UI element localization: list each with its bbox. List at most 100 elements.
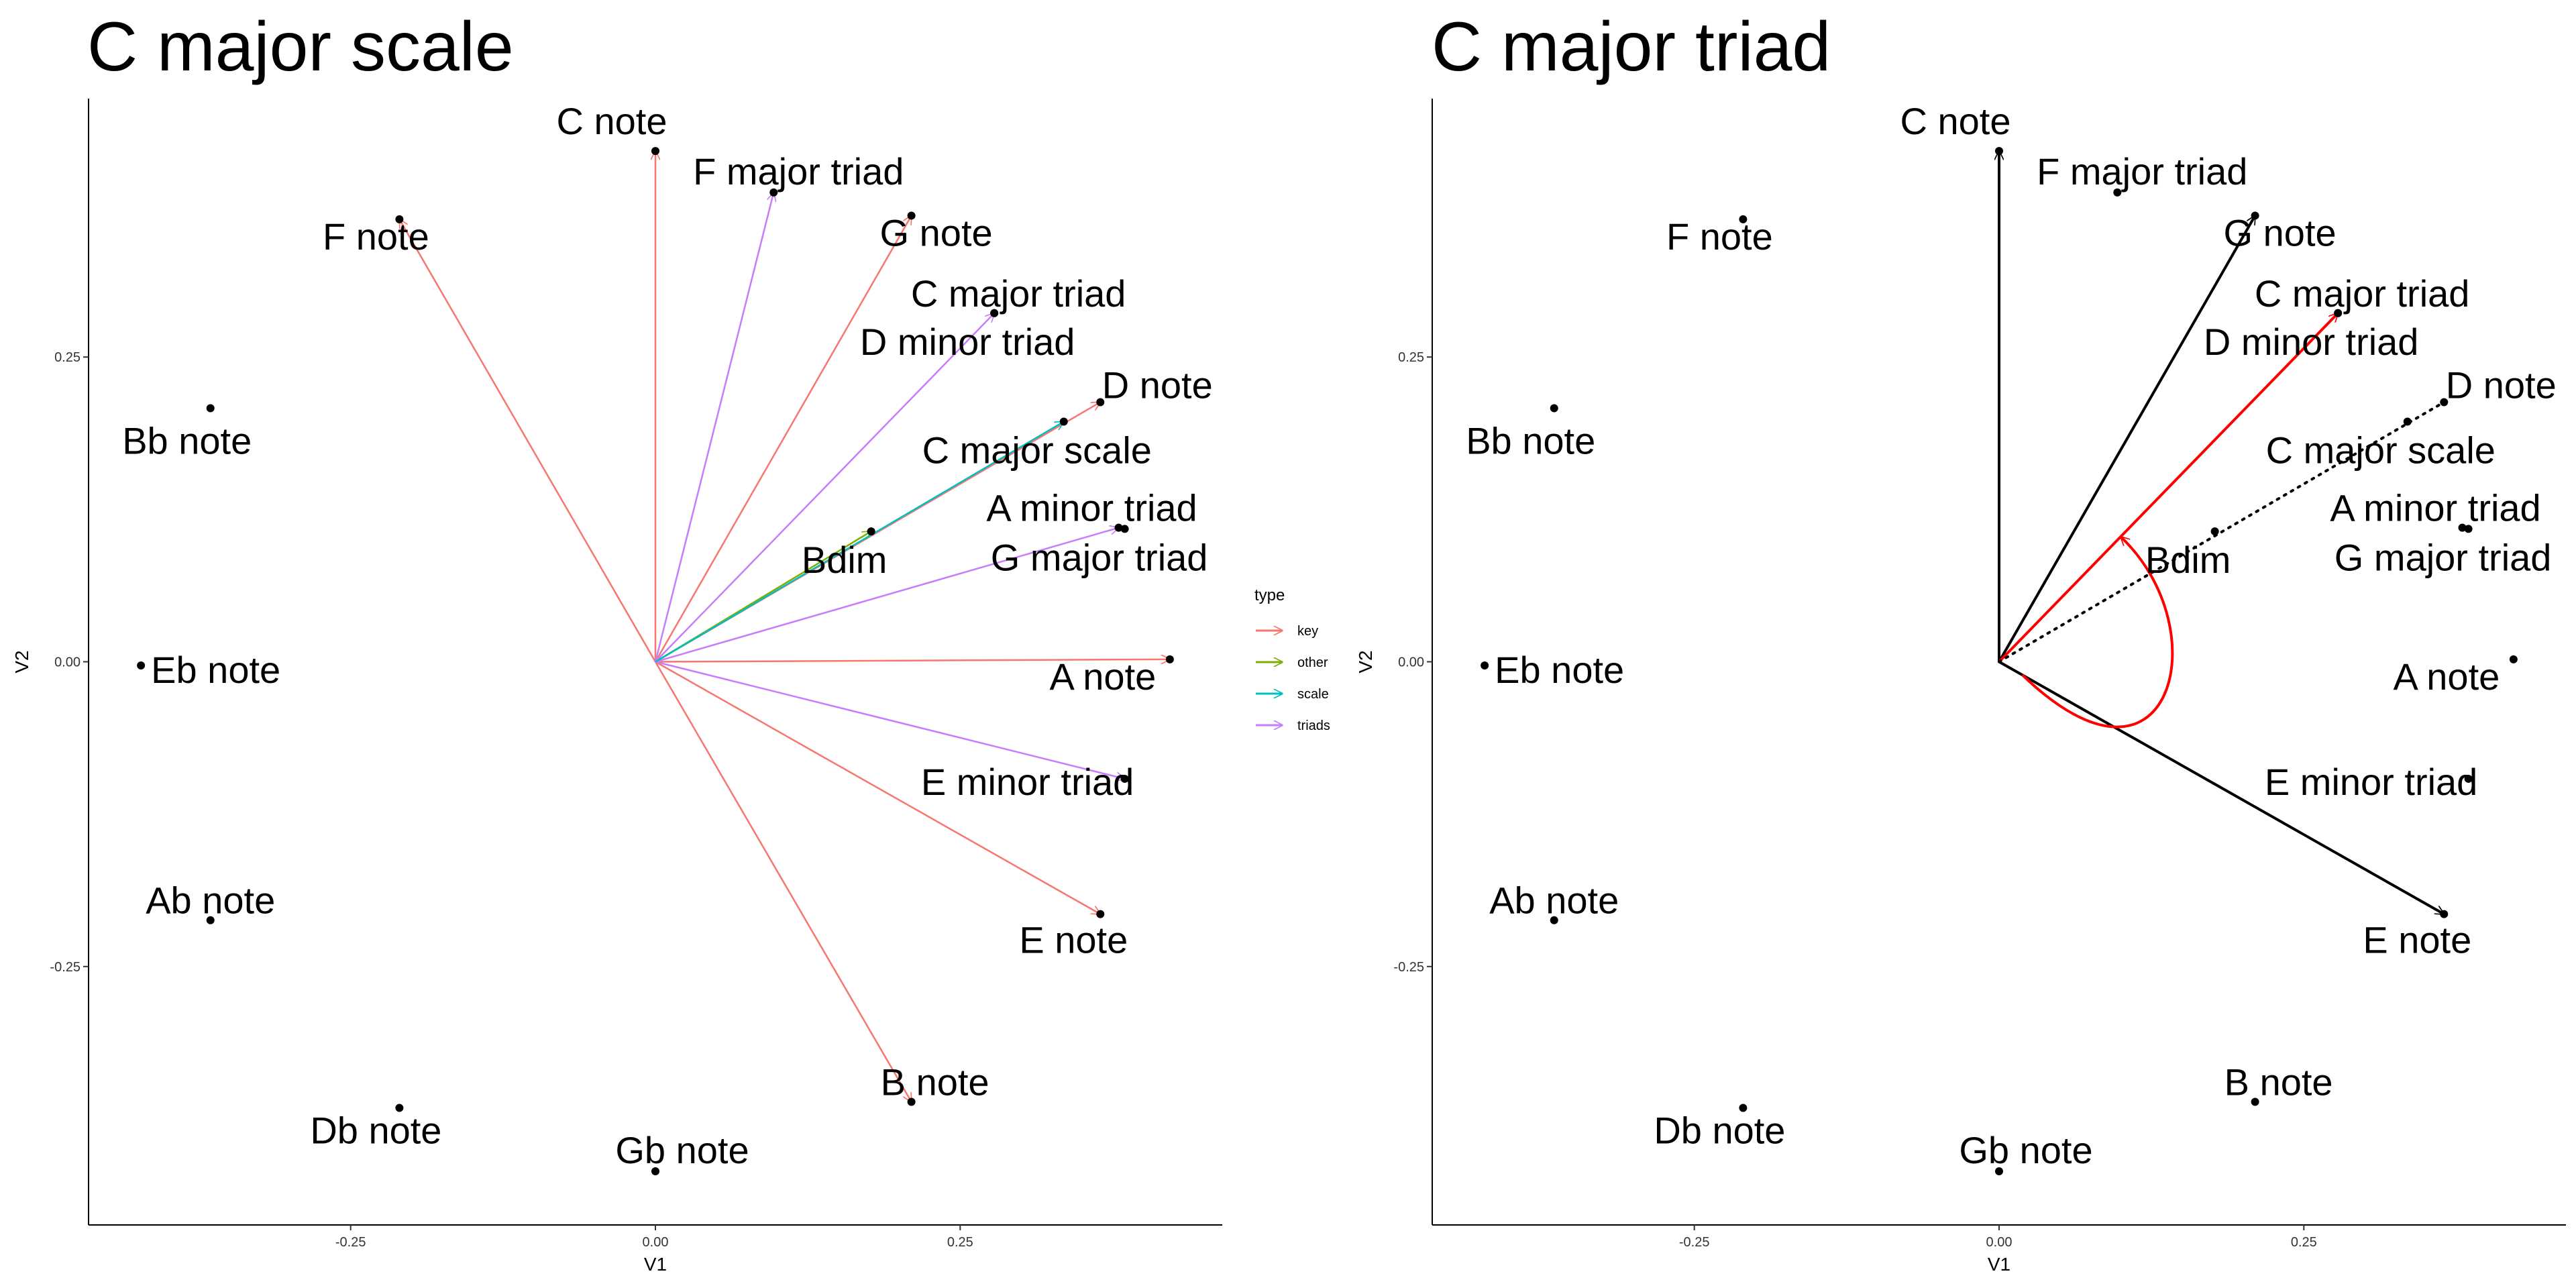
angle-arc <box>2021 537 2174 729</box>
arrow-to-c-major-triad <box>655 313 994 663</box>
panel-0-labels: C note F major triad F note G note C major t… <box>122 100 1213 1171</box>
chart-title: C major triad <box>1432 8 1831 86</box>
point-e-minor-triad <box>1120 774 1129 783</box>
x-axis-title: V1 <box>1988 1254 2010 1275</box>
y-tick-label: 0.25 <box>1398 350 1424 365</box>
point-a-minor-triad <box>1114 523 1123 532</box>
point-e-note <box>2440 910 2449 918</box>
point-db-note <box>395 1104 404 1112</box>
arrow-to-c-major-triad <box>1998 313 2338 663</box>
x-tick-label: 0.00 <box>643 1235 669 1250</box>
point-label-eb-note: Eb note <box>151 649 280 691</box>
point-c-note <box>651 147 659 156</box>
panel-1-arrows <box>1998 151 2444 916</box>
point-b-note <box>907 1097 916 1106</box>
panel-c-major-triad: C major triad C note F major triad F note G… <box>1355 8 2566 1275</box>
point-f-note <box>395 215 404 223</box>
point-b-note <box>2251 1097 2259 1106</box>
arrow-to-e-note <box>1998 660 2444 916</box>
point-label-db-note: Db note <box>1654 1110 1785 1152</box>
point-label-eb-note: Eb note <box>1495 649 1624 691</box>
point-label-d-minor-triad: D minor triad <box>860 321 1075 363</box>
panel-1-axes: -0.25 0.00 0.25 -0.25 0.00 0.25 <box>1393 99 2566 1250</box>
point-label-c-note: C note <box>557 100 667 142</box>
point-label-db-note: Db note <box>310 1110 441 1152</box>
point-label-bdim: Bdim <box>2145 539 2231 581</box>
chart-title: C major scale <box>87 8 514 86</box>
arrow-to-b-note <box>654 661 912 1102</box>
point-g-note <box>2251 211 2259 220</box>
arrow-to-e-minor-triad <box>655 661 1125 779</box>
point-label-g-major-triad: G major triad <box>2334 536 2552 578</box>
arrow-to-g-note <box>654 215 912 663</box>
point-g-major-triad <box>2464 525 2473 533</box>
point-bb-note <box>1550 404 1558 413</box>
legend-label-scale: scale <box>1297 687 1329 702</box>
point-label-ab-note: Ab note <box>146 879 275 922</box>
legend-label-triads: triads <box>1297 718 1330 733</box>
point-label-ab-note: Ab note <box>1489 879 1619 922</box>
x-tick-label: 0.25 <box>2291 1235 2317 1250</box>
point-a-minor-triad <box>2458 523 2467 532</box>
panel-0-points <box>137 147 1174 1176</box>
x-tick-label: 0.00 <box>1986 1235 2012 1250</box>
point-label-bb-note: Bb note <box>122 420 252 462</box>
point-label-b-note: B note <box>881 1061 989 1103</box>
point-label-d-minor-triad: D minor triad <box>2204 321 2419 363</box>
point-label-c-major-triad: C major triad <box>2255 272 2470 315</box>
point-label-a-minor-triad: A minor triad <box>986 487 1197 529</box>
point-gb-note <box>1995 1167 2003 1176</box>
y-tick-label: 0.00 <box>1398 655 1424 670</box>
point-c-major-scale <box>2403 417 2412 426</box>
point-label-c-note: C note <box>1900 100 2011 142</box>
point-label-gb-note: Gb note <box>1959 1129 2092 1171</box>
point-db-note <box>1739 1104 1748 1112</box>
panel-1-labels: C note F major triad F note G note C major t… <box>1466 100 2557 1171</box>
point-label-b-note: B note <box>2224 1061 2333 1103</box>
arrow-to-a-note <box>655 659 1170 662</box>
point-c-note <box>1995 147 2003 156</box>
point-bdim <box>867 527 875 536</box>
panel-c-major-scale: C major scale C note F major triad F note G… <box>11 8 1330 1275</box>
point-label-bdim: Bdim <box>802 539 888 581</box>
point-d-minor-triad <box>2334 309 2343 317</box>
point-bb-note <box>206 404 215 413</box>
point-label-g-note: G note <box>2224 211 2337 254</box>
x-axis-title: V1 <box>644 1254 667 1275</box>
arrow-to-e-note <box>655 661 1100 914</box>
y-axis-title: V2 <box>11 650 32 673</box>
point-d-note <box>2440 398 2449 407</box>
point-label-c-major-scale: C major scale <box>922 429 1152 472</box>
legend-label-key: key <box>1297 624 1318 639</box>
point-ab-note <box>206 916 215 924</box>
x-tick-label: -0.25 <box>335 1235 366 1250</box>
y-tick-label: 0.25 <box>54 350 80 365</box>
point-label-c-major-triad: C major triad <box>911 272 1126 315</box>
point-label-bb-note: Bb note <box>1466 420 1595 462</box>
point-ab-note <box>1550 916 1558 924</box>
point-f-major-triad <box>769 188 778 197</box>
point-label-f-note: F note <box>323 215 429 258</box>
y-axis-title: V2 <box>1355 650 1376 673</box>
arrow-to-f-major-triad <box>654 193 773 662</box>
point-label-g-major-triad: G major triad <box>991 536 1208 578</box>
point-label-gb-note: Gb note <box>615 1129 749 1171</box>
y-tick-label: -0.25 <box>50 960 80 975</box>
point-label-e-minor-triad: E minor triad <box>921 761 1134 803</box>
arrow-to-f-note <box>399 219 657 663</box>
point-eb-note <box>137 661 146 669</box>
point-label-a-note: A note <box>2393 655 2500 698</box>
point-label-a-note: A note <box>1049 655 1156 698</box>
point-e-minor-triad <box>2464 774 2473 783</box>
point-label-e-note: E note <box>2363 919 2471 961</box>
y-tick-label: 0.00 <box>54 655 80 670</box>
point-label-f-major-triad: F major triad <box>693 150 904 193</box>
point-d-note <box>1096 398 1105 407</box>
point-gb-note <box>651 1167 659 1176</box>
legend: type key other scale triads <box>1254 586 1330 733</box>
point-label-c-major-scale: C major scale <box>2266 429 2496 472</box>
arrow-to-a-minor-triad <box>655 528 1119 663</box>
point-label-d-note: D note <box>2446 364 2557 406</box>
point-a-note <box>2509 655 2518 663</box>
